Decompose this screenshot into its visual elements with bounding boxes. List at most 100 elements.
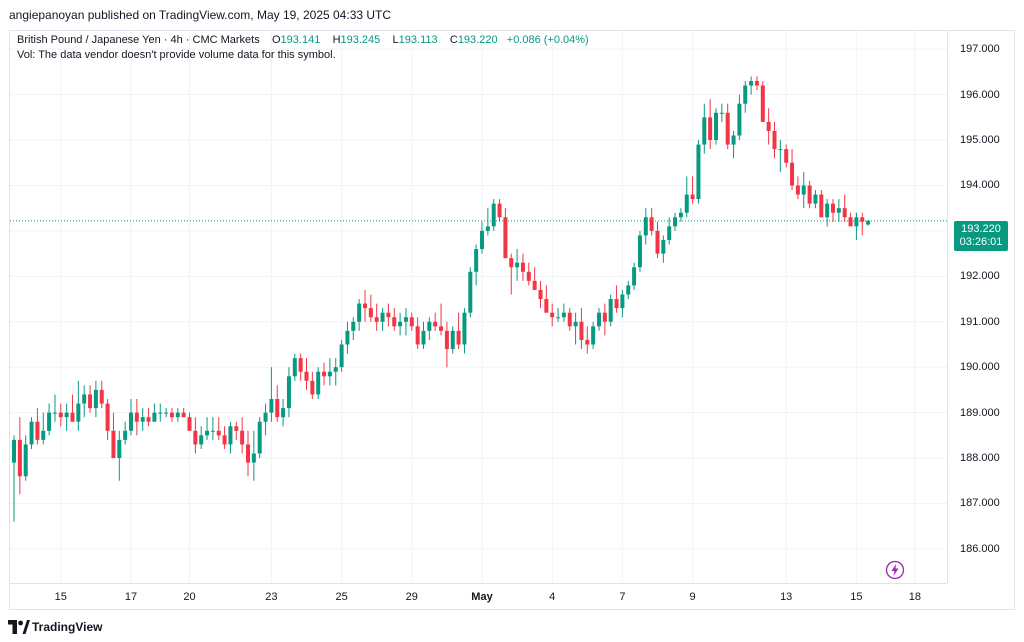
candle-body-down <box>754 80 759 86</box>
tradingview-logo-icon[interactable] <box>8 619 30 635</box>
candle-body-down <box>602 312 607 322</box>
candle-body-down <box>456 330 461 345</box>
open-label: O <box>271 34 281 46</box>
candle-body-up <box>345 330 350 345</box>
time-tick-label: 15 <box>850 591 863 603</box>
change-value: +0.086 (+0.04%) <box>506 34 589 46</box>
candle-body-up <box>632 267 637 286</box>
candle-body-down <box>503 217 508 259</box>
lightning-icon[interactable] <box>885 560 905 580</box>
candle-body-up <box>702 117 707 145</box>
time-tick-label: 20 <box>183 591 196 603</box>
candle-body-down <box>70 412 75 422</box>
candle-body-down <box>433 321 438 327</box>
time-tick-label: 9 <box>689 591 696 603</box>
candle-body-up <box>854 217 859 227</box>
candle-body-down <box>386 312 391 318</box>
close-value: 193.220 <box>457 34 498 46</box>
candle-body-up <box>152 412 157 422</box>
candle-body-up <box>597 312 601 327</box>
candle-body-up <box>731 135 736 145</box>
candle-body-up <box>263 412 268 422</box>
candle-body-down <box>526 271 531 281</box>
candle-body-up <box>117 439 122 459</box>
price-tick-label: 194.000 <box>960 179 1000 192</box>
candle-body-up <box>801 185 806 195</box>
candle-body-up <box>684 194 689 213</box>
time-axis[interactable]: 15 17 20 23 25 29 May 4 7 9 13 15 18 <box>10 583 947 610</box>
candle-body-down <box>368 308 373 318</box>
candle-body-up <box>316 371 321 395</box>
candle-body-down <box>415 326 420 345</box>
candle-body-down <box>146 417 151 422</box>
price-axis[interactable]: 186.000 187.000 188.000 189.000 190.000 191.0… <box>947 31 1015 583</box>
candle-body-up <box>403 317 408 322</box>
candle-body-down <box>532 280 537 290</box>
candle-body-down <box>550 312 555 318</box>
candle-body-down <box>363 303 367 309</box>
candle-body-up <box>515 262 520 268</box>
candle-body-up <box>82 394 87 404</box>
last-price-value: 193.220 <box>961 223 1001 235</box>
candle-body-up <box>29 421 34 445</box>
candlestick-chart[interactable] <box>10 31 947 583</box>
symbol-description[interactable]: British Pound / Japanese Yen · 4h · CMC … <box>17 34 260 46</box>
candle-body-down <box>544 299 549 313</box>
candle-body-up <box>462 312 467 345</box>
candle-body-down <box>831 203 835 213</box>
candle-body-up <box>667 226 672 240</box>
candle-body-up <box>714 112 718 141</box>
candle-body-down <box>766 121 771 131</box>
candle-body-up <box>93 389 98 409</box>
candle-body-up <box>421 330 426 345</box>
candle-body-up <box>327 371 332 377</box>
candle-body-up <box>76 403 81 422</box>
candle-body-down <box>298 358 303 372</box>
price-tick-label: 189.000 <box>960 406 1000 419</box>
candle-body-down <box>725 112 730 145</box>
candle-body-up <box>737 103 742 136</box>
candle-body-up <box>825 203 830 218</box>
candle-body-down <box>439 326 444 331</box>
candle-body-up <box>608 299 613 322</box>
candle-body-up <box>47 412 52 431</box>
publish-bar: angiepanoyan published on TradingView.co… <box>0 0 1024 30</box>
candle-body-up <box>749 80 754 86</box>
footer-brand[interactable]: TradingView <box>32 620 103 634</box>
candle-body-up <box>485 226 490 231</box>
candle-body-up <box>228 426 233 445</box>
candle-body-up <box>673 217 678 227</box>
candle-body-down <box>614 299 619 309</box>
candle-body-down <box>134 412 139 422</box>
chart-plot-area[interactable] <box>10 31 947 583</box>
candle-body-up <box>661 239 666 254</box>
candle-body-up <box>491 203 496 227</box>
candle-body-down <box>690 194 695 200</box>
candle-body-down <box>409 317 414 327</box>
candle-body-down <box>520 262 525 272</box>
time-tick-label: 18 <box>908 591 922 603</box>
candle-body-up <box>637 235 642 268</box>
candle-body-down <box>216 430 221 436</box>
candle-body-down <box>585 339 590 345</box>
ohlc-row: British Pound / Japanese Yen · 4h · CMC … <box>17 33 589 48</box>
candle-body-up <box>257 421 262 454</box>
candle-body-down <box>392 317 397 327</box>
candle-body-down <box>35 421 40 440</box>
candle-body-up <box>778 149 783 151</box>
candle-body-up <box>643 217 648 236</box>
candle-body-down <box>509 258 514 268</box>
candle-body-up <box>164 412 169 414</box>
candle-body-up <box>140 417 145 422</box>
candle-body-up <box>64 412 69 418</box>
candle-body-up <box>380 312 385 322</box>
candle-body-up <box>12 439 16 463</box>
candle-body-down <box>790 162 795 186</box>
price-tick-label: 196.000 <box>960 88 1000 101</box>
low-value: 193.113 <box>398 34 438 46</box>
time-tick-label: 23 <box>265 591 278 603</box>
time-tick-label: 15 <box>54 591 67 603</box>
candle-body-up <box>158 412 163 414</box>
candle-body-down <box>795 185 800 195</box>
candle-body-up <box>52 412 57 414</box>
